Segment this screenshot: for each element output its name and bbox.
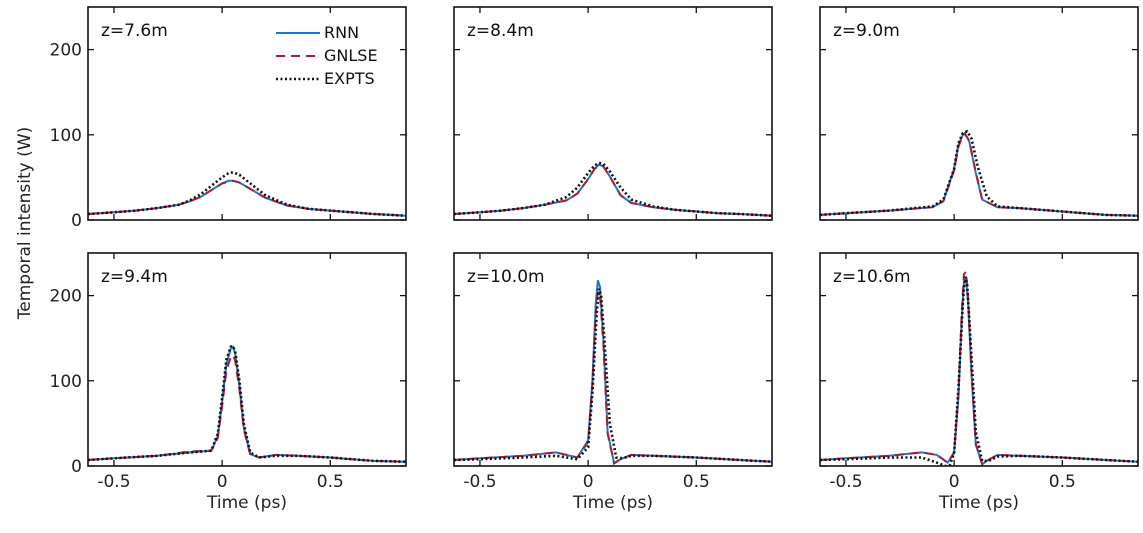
x-axis-label: Time (ps): [938, 493, 1019, 513]
series-line-gnlse: [820, 269, 1138, 466]
plot-frame: [453, 6, 773, 221]
legend-label: RNN: [324, 23, 359, 42]
y-tick-label: 100: [50, 372, 82, 392]
series-line-expts: [88, 344, 406, 463]
x-axis-label: Time (ps): [206, 493, 287, 513]
y-tick-label: 0: [71, 457, 82, 477]
panel-label: z=7.6m: [101, 21, 168, 41]
plot-frame: [87, 252, 407, 467]
series-line-rnn: [88, 345, 406, 463]
series-line-expts: [454, 288, 772, 463]
series-line-gnlse: [454, 164, 772, 217]
legend-label: EXPTS: [324, 69, 375, 88]
x-tick-label: 0: [949, 472, 960, 492]
series-line-gnlse: [454, 287, 772, 466]
y-tick-label: 0: [71, 211, 82, 231]
panel-4: 0 100 200 -0.5 0 0.5 Time (ps) z=9.4m: [50, 252, 407, 513]
panel-6: -0.5 0 0.5 Time (ps) z=10.6m: [819, 252, 1139, 513]
x-tick-label: 0: [217, 472, 228, 492]
plot-frame: [819, 6, 1139, 221]
panel-label: z=8.4m: [467, 21, 534, 41]
series-line-gnlse: [88, 179, 406, 217]
x-tick-label: -0.5: [463, 472, 496, 492]
legend-label: GNLSE: [324, 46, 378, 65]
panel-2: z=8.4m: [453, 6, 773, 221]
x-tick-label: 0.5: [683, 472, 710, 492]
x-axis-label: Time (ps): [572, 493, 653, 513]
panel-label: z=9.0m: [833, 21, 900, 41]
series-line-gnlse: [820, 132, 1138, 217]
series-line-expts: [88, 170, 406, 217]
series-line-expts: [820, 129, 1138, 217]
y-tick-label: 100: [50, 126, 82, 146]
x-tick-label: 0.5: [1049, 472, 1076, 492]
panel-label: z=10.0m: [467, 267, 545, 287]
y-tick-label: 200: [50, 287, 82, 307]
series-line-expts: [454, 161, 772, 217]
panel-label: z=9.4m: [101, 267, 168, 287]
plot-frame: [453, 252, 773, 467]
panel-1: 0 100 200 z=7.6m RNN GNLSE EXPTS: [50, 6, 407, 231]
legend: RNN GNLSE EXPTS: [276, 23, 378, 88]
plot-frame: [87, 6, 407, 221]
panel-5: -0.5 0 0.5 Time (ps) z=10.0m: [453, 252, 773, 513]
panel-3: z=9.0m: [819, 6, 1139, 221]
plot-frame: [819, 252, 1139, 467]
series-line-gnlse: [88, 353, 406, 463]
panel-label: z=10.6m: [833, 267, 911, 287]
x-tick-label: 0: [583, 472, 594, 492]
x-tick-label: -0.5: [97, 472, 130, 492]
series-line-rnn: [820, 274, 1138, 466]
x-tick-label: 0.5: [317, 472, 344, 492]
series-line-rnn: [454, 163, 772, 217]
x-tick-label: -0.5: [829, 472, 862, 492]
series-line-expts: [820, 276, 1138, 466]
y-tick-label: 200: [50, 41, 82, 61]
y-axis-label: Temporal intensity (W): [15, 127, 35, 320]
